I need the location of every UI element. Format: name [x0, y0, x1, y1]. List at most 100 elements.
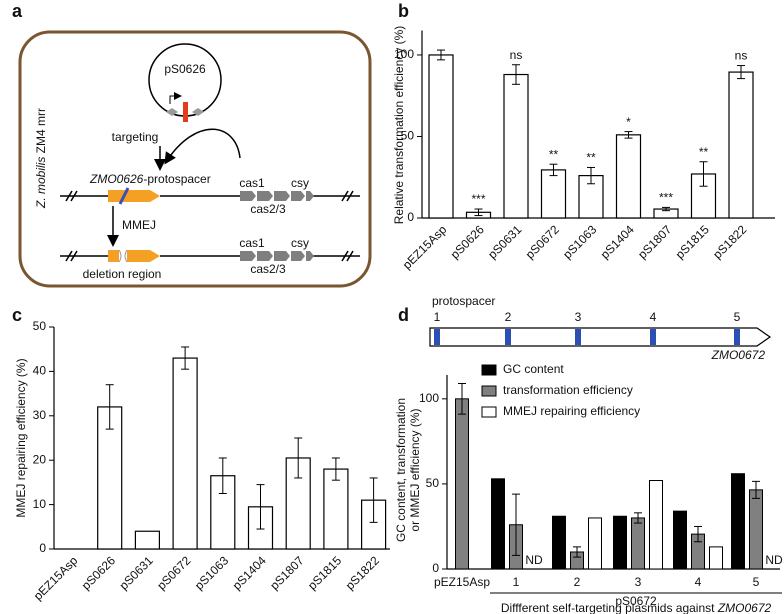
- bar: [552, 515, 566, 570]
- cas-genes: [240, 191, 314, 201]
- protospacer-mark: [575, 329, 581, 345]
- promoter: [169, 92, 182, 104]
- x-tick-label: pS1404: [230, 553, 269, 592]
- panel-label: c: [12, 305, 22, 325]
- arrow: [164, 128, 241, 165]
- repeats: [166, 108, 204, 116]
- protospacer-number: 2: [505, 310, 512, 324]
- x-tick-label: pS1063: [560, 222, 599, 261]
- x-tick-label: pS0626: [79, 553, 118, 592]
- legend-swatch: [481, 385, 497, 397]
- y-tick-label: 50: [33, 319, 47, 333]
- legend-swatch: [481, 364, 497, 376]
- x-tick-label: pEZ15Asp: [434, 575, 490, 589]
- y-tick-label: 20: [33, 452, 47, 466]
- protospacer-italic: ZMO0626: [89, 172, 144, 186]
- group-label: pS0672: [615, 594, 657, 608]
- significance: ns: [510, 48, 523, 62]
- y-tick-label: 100: [419, 391, 439, 405]
- deletion-gap: [118, 249, 128, 263]
- bar: [172, 357, 198, 550]
- bar: [649, 480, 663, 570]
- panel-c: c 0 10 20 30 40 50 MMEJ repairing efficiency (%…: [12, 305, 390, 603]
- panel-label: d: [398, 305, 409, 325]
- x-tick-label: pEZ15Asp: [400, 222, 450, 272]
- x-tick-label: pS1063: [192, 553, 231, 592]
- x-tick-label: pS1822: [343, 553, 382, 592]
- protospacer-mark: [650, 329, 656, 345]
- bar: [323, 468, 349, 550]
- bar: [728, 71, 754, 219]
- bar: [673, 510, 687, 570]
- x-tick-label: pS0631: [117, 553, 156, 592]
- significance: **: [699, 145, 709, 159]
- protospacer-mark: [434, 329, 440, 345]
- protospacer-number: 3: [575, 310, 582, 324]
- x-tick-label: 3: [635, 575, 642, 589]
- y-tick-label: 40: [33, 364, 47, 378]
- x-tick-label: 5: [753, 575, 760, 589]
- x-tick-label: pS0626: [448, 222, 487, 261]
- protospacer: [118, 187, 130, 205]
- annotation: ND: [525, 553, 543, 567]
- x-tick-label: pEZ15Asp: [31, 553, 81, 603]
- panel-a: a Z. mobilis ZM4 mrr pS0626 targeting ZM…: [12, 1, 372, 288]
- organism-label: Z. mobilis ZM4 mrr: [34, 108, 48, 209]
- legend-label: transformation efficiency: [503, 383, 633, 397]
- x-tick-label: pS0631: [485, 222, 524, 261]
- y-axis-label: GC content, transformation: [394, 398, 408, 542]
- x-tick-label: pS1822: [710, 222, 749, 261]
- protospacer-number: 1: [434, 310, 441, 324]
- x-tick-label: 2: [574, 575, 581, 589]
- protospacer-mark: [734, 329, 740, 345]
- significance: ***: [471, 192, 485, 206]
- x-tick-label: pS1807: [635, 222, 674, 261]
- spacer: [183, 102, 188, 122]
- y-axis-label: or MMEJ efficiency (%): [408, 408, 422, 531]
- bar: [540, 169, 567, 219]
- bar: [134, 530, 160, 550]
- gene-label: cas1: [239, 236, 265, 250]
- x-tick-label: 4: [695, 575, 702, 589]
- significance: *: [626, 115, 631, 129]
- legend-label: MMEJ repairing efficiency: [503, 404, 640, 418]
- y-tick-label: 0: [39, 541, 46, 555]
- y-axis-label: Relative transformation efficiency (%): [392, 26, 406, 225]
- y-tick-label: 50: [426, 476, 440, 490]
- gene-label: csy: [291, 176, 309, 190]
- bar: [455, 398, 469, 570]
- bar: [615, 134, 642, 219]
- schematic-label: protospacer: [432, 294, 495, 308]
- protospacer-rest: -protospacer: [143, 172, 210, 186]
- x-axis-label-gene: ZMO0672: [717, 601, 772, 614]
- locus-before: [60, 190, 360, 202]
- x-tick-label: pS1807: [267, 553, 306, 592]
- y-tick-label: 0: [407, 210, 414, 224]
- x-tick-label: pS0672: [523, 222, 562, 261]
- target-gene: [108, 190, 160, 202]
- bar: [731, 473, 745, 570]
- x-axis-label: Diffferent self-targeting plasmids again…: [501, 601, 772, 614]
- protospacer-number: 5: [734, 310, 741, 324]
- plasmid-label: pS0626: [164, 62, 206, 76]
- locus-after: [60, 250, 360, 262]
- x-axis-label-text: Diffferent self-targeting plasmids again…: [501, 601, 718, 614]
- annotation: ND: [765, 553, 783, 567]
- organism-rest: ZM4 mrr: [34, 108, 48, 157]
- cas-genes: [240, 251, 314, 261]
- organism-italic: Z. mobilis: [34, 157, 48, 209]
- panel-d: d 0 50 100 GC content, transformation or MMEJ…: [394, 294, 783, 614]
- x-tick-label: pS1404: [598, 222, 637, 261]
- gene-label: cas2/3: [250, 202, 286, 216]
- frame: [18, 30, 372, 288]
- significance: **: [549, 147, 559, 161]
- y-axis-label: MMEJ repairing efficiency (%): [14, 358, 28, 517]
- protospacer-label: ZMO0626-protospacer: [89, 172, 211, 186]
- x-tick-label: pS1815: [673, 222, 712, 261]
- protospacer-number: 4: [650, 310, 657, 324]
- target-gene: [108, 250, 160, 262]
- bar: [428, 54, 454, 219]
